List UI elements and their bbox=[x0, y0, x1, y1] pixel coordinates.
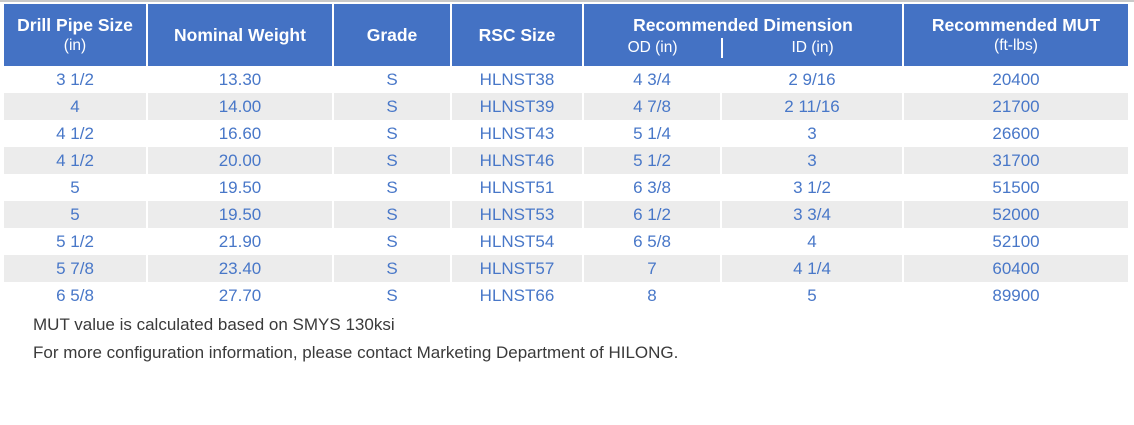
table-cell: S bbox=[332, 147, 450, 174]
table-cell: 31700 bbox=[902, 147, 1128, 174]
table-cell: HLNST46 bbox=[450, 147, 582, 174]
drill-pipe-spec-table: Drill Pipe Size (in) Nominal Weight Grad… bbox=[4, 4, 1128, 309]
table-cell: 4 3/4 bbox=[582, 66, 720, 93]
table-cell: 19.50 bbox=[146, 174, 332, 201]
table-cell: 3 3/4 bbox=[720, 201, 902, 228]
table-cell: S bbox=[332, 120, 450, 147]
dimension-subheader-row: OD (in) ID (in) bbox=[584, 36, 902, 60]
note-contact-info: For more configuration information, plea… bbox=[33, 343, 679, 362]
table-cell: HLNST54 bbox=[450, 228, 582, 255]
col-header-od: OD (in) bbox=[627, 39, 678, 56]
table-cell: 3 bbox=[720, 147, 902, 174]
table-cell: 6 5/8 bbox=[582, 228, 720, 255]
table-row: 5 7/8 23.40 S HLNST57 7 4 1/4 60400 bbox=[4, 255, 1128, 282]
top-border-line bbox=[0, 0, 1134, 2]
table-row: 4 1/2 20.00 S HLNST46 5 1/2 3 31700 bbox=[4, 147, 1128, 174]
table-cell: 20.00 bbox=[146, 147, 332, 174]
table-cell: 60400 bbox=[902, 255, 1128, 282]
table-cell: 21.90 bbox=[146, 228, 332, 255]
table-cell: 3 1/2 bbox=[56, 69, 94, 89]
table-cell: 26600 bbox=[902, 120, 1128, 147]
table-cell: HLNST39 bbox=[450, 93, 582, 120]
table-cell: 19.50 bbox=[146, 201, 332, 228]
col-header-id: ID (in) bbox=[721, 38, 902, 58]
table-cell: S bbox=[332, 201, 450, 228]
table-cell: 2 11/16 bbox=[720, 93, 902, 120]
col-header-title: Grade bbox=[366, 25, 418, 45]
table-row: 5 1/2 21.90 S HLNST54 6 5/8 4 52100 bbox=[4, 228, 1128, 255]
table-cell: 14.00 bbox=[146, 93, 332, 120]
col-header-title: Drill Pipe Size bbox=[17, 15, 133, 35]
col-header-recommended-mut: Recommended MUT (ft-lbs) bbox=[902, 4, 1128, 66]
table-cell: 89900 bbox=[902, 282, 1128, 309]
table-cell: S bbox=[332, 174, 450, 201]
col-header-title: RSC Size bbox=[478, 25, 556, 45]
table-cell: 21700 bbox=[902, 93, 1128, 120]
table-cell: 27.70 bbox=[146, 282, 332, 309]
col-header-rsc-size: RSC Size bbox=[450, 4, 582, 66]
table-cell: 51500 bbox=[902, 174, 1128, 201]
table-cell: 4 1/2 bbox=[4, 147, 146, 174]
table-cell: HLNST57 bbox=[450, 255, 582, 282]
table-cell: S bbox=[332, 93, 450, 120]
table-cell: 6 5/8 bbox=[56, 285, 94, 305]
table-header: Drill Pipe Size (in) Nominal Weight Grad… bbox=[4, 4, 1128, 66]
table-cell: 5 1/2 bbox=[582, 147, 720, 174]
col-header-title: Nominal Weight bbox=[174, 25, 306, 45]
table-cell: 2 9/16 bbox=[720, 66, 902, 93]
table-row: 4 14.00 S HLNST39 4 7/8 2 11/16 21700 bbox=[4, 93, 1128, 120]
table-cell: 6 1/2 bbox=[582, 201, 720, 228]
col-header-drill-pipe-size: Drill Pipe Size (in) bbox=[4, 4, 146, 66]
table-row: 5 19.50 S HLNST53 6 1/2 3 3/4 52000 bbox=[4, 201, 1128, 228]
table-body: 3 1/2 13.30 S HLNST38 4 3/4 2 9/16 20400 4 14.00… bbox=[4, 66, 1128, 309]
table-cell: 8 bbox=[582, 282, 720, 309]
table-cell: 5 7/8 bbox=[4, 255, 146, 282]
note-mut-basis: MUT value is calculated based on SMYS 13… bbox=[33, 315, 395, 334]
table-cell: 5 bbox=[720, 282, 902, 309]
table-cell: 7 bbox=[582, 255, 720, 282]
table-cell: 4 1/2 bbox=[56, 123, 94, 143]
col-header-unit: (in) bbox=[63, 37, 87, 54]
table-cell: HLNST51 bbox=[450, 174, 582, 201]
col-header-grade: Grade bbox=[332, 4, 450, 66]
table-cell: 5 1/2 bbox=[56, 231, 94, 251]
table-cell: HLNST53 bbox=[450, 201, 582, 228]
col-header-nominal-weight: Nominal Weight bbox=[146, 4, 332, 66]
table-cell: 4 1/4 bbox=[720, 255, 902, 282]
table-cell: 4 bbox=[4, 93, 146, 120]
table-cell: 5 bbox=[4, 201, 146, 228]
col-header-title: Recommended MUT bbox=[931, 15, 1101, 35]
table-cell: HLNST38 bbox=[450, 66, 582, 93]
table-cell: 3 1/2 bbox=[720, 174, 902, 201]
col-header-recommended-dimension: Recommended Dimension OD (in) ID (in) bbox=[582, 4, 902, 66]
table-cell: S bbox=[332, 255, 450, 282]
table-cell: 6 3/8 bbox=[582, 174, 720, 201]
table-cell: S bbox=[332, 228, 450, 255]
table-row: 4 1/2 16.60 S HLNST43 5 1/4 3 26600 bbox=[4, 120, 1128, 147]
table-cell: 23.40 bbox=[146, 255, 332, 282]
table-row: 6 5/8 27.70 S HLNST66 8 5 89900 bbox=[4, 282, 1128, 309]
table-cell: 52000 bbox=[902, 201, 1128, 228]
col-header-title: Recommended Dimension bbox=[633, 15, 853, 35]
col-header-unit: (ft-lbs) bbox=[994, 37, 1038, 54]
table-cell: 52100 bbox=[902, 228, 1128, 255]
table-cell: HLNST43 bbox=[450, 120, 582, 147]
table-cell: 20400 bbox=[902, 66, 1128, 93]
table-cell: 5 1/4 bbox=[582, 120, 720, 147]
table-cell: 3 bbox=[720, 120, 902, 147]
table-cell: 4 7/8 bbox=[582, 93, 720, 120]
table-cell: 5 bbox=[70, 177, 80, 197]
table-cell: 13.30 bbox=[146, 66, 332, 93]
table-row: 3 1/2 13.30 S HLNST38 4 3/4 2 9/16 20400 bbox=[4, 66, 1128, 93]
table-cell: 4 bbox=[720, 228, 902, 255]
table-cell: S bbox=[332, 66, 450, 93]
table-cell: S bbox=[332, 282, 450, 309]
footnotes: MUT value is calculated based on SMYS 13… bbox=[33, 313, 678, 369]
table-cell: 16.60 bbox=[146, 120, 332, 147]
table-row: 5 19.50 S HLNST51 6 3/8 3 1/2 51500 bbox=[4, 174, 1128, 201]
table-cell: HLNST66 bbox=[450, 282, 582, 309]
